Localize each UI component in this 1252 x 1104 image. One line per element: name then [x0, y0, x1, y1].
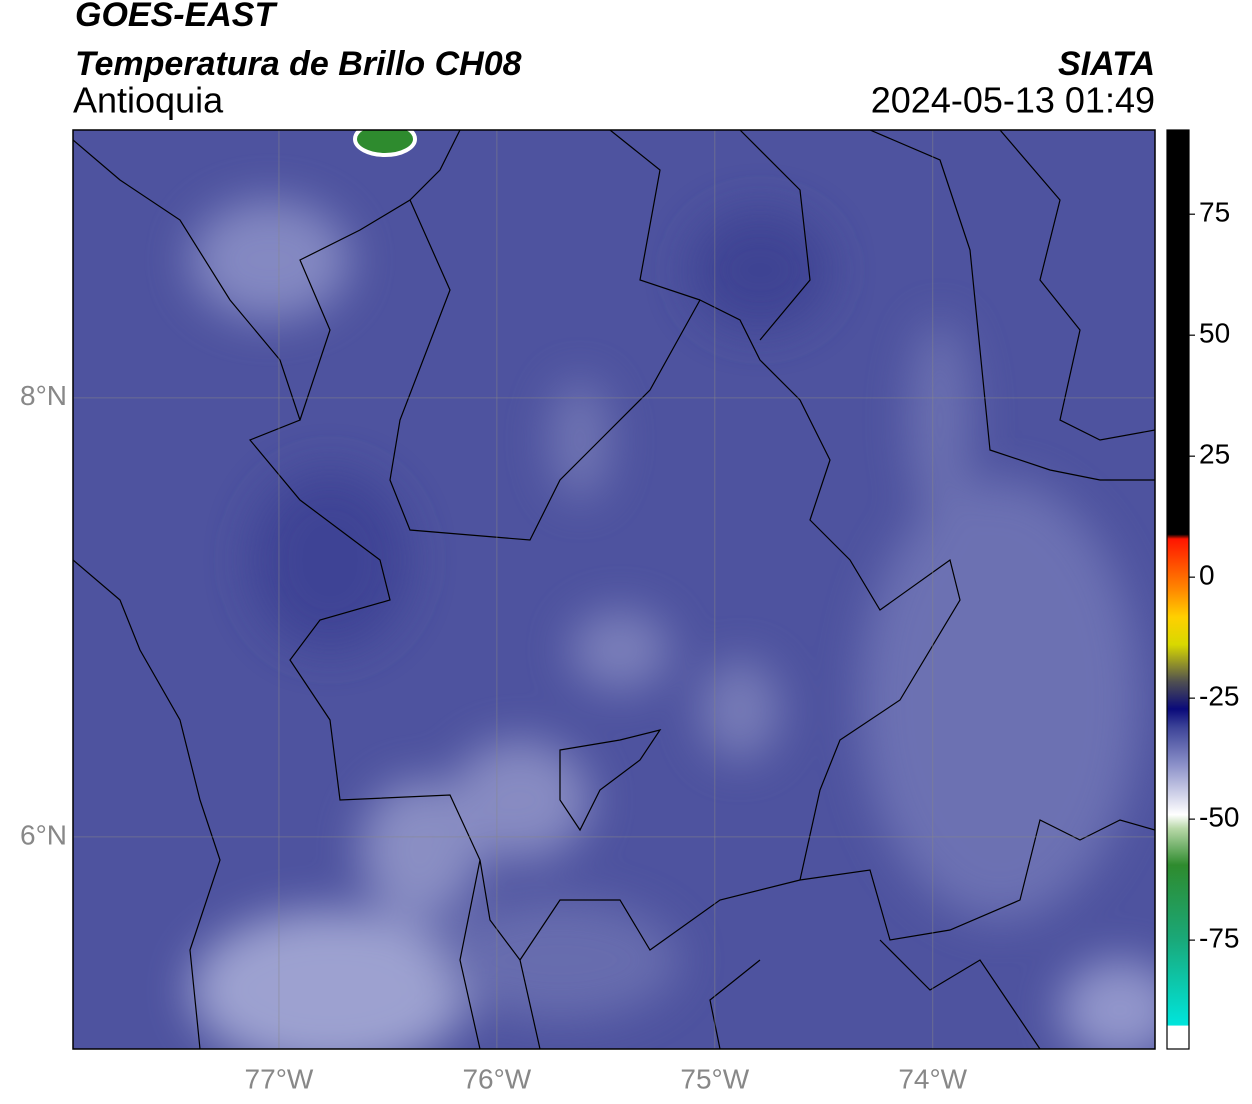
map-frame — [72, 129, 1156, 1050]
y-tick-label: 6°N — [20, 819, 67, 850]
colorbar-tick-label: -50 — [1199, 802, 1239, 833]
y-tick-label: 8°N — [20, 380, 67, 411]
colorbar — [1166, 129, 1190, 1050]
region: Antioquia — [73, 80, 224, 121]
x-tick-label: 74°W — [898, 1063, 967, 1094]
colorbar-tick-label: -75 — [1199, 923, 1239, 954]
colorbar-tick-label: -25 — [1199, 681, 1239, 712]
subtitle: Temperatura de Brillo CH08 — [75, 45, 522, 83]
x-tick-label: 77°W — [245, 1063, 314, 1094]
x-tick-label: 75°W — [680, 1063, 749, 1094]
colorbar-tick-label: 0 — [1199, 560, 1215, 591]
datetime: 2024-05-13 01:49 — [871, 80, 1155, 121]
map-image — [73, 130, 1155, 1049]
title: GOES-EAST — [75, 0, 278, 34]
colorbar-tick-label: 75 — [1199, 197, 1230, 228]
colorbar-tick-label: 25 — [1199, 439, 1230, 470]
colorbar-tick-label: 50 — [1199, 318, 1230, 349]
source: SIATA — [1058, 45, 1155, 83]
x-tick-label: 76°W — [462, 1063, 531, 1094]
